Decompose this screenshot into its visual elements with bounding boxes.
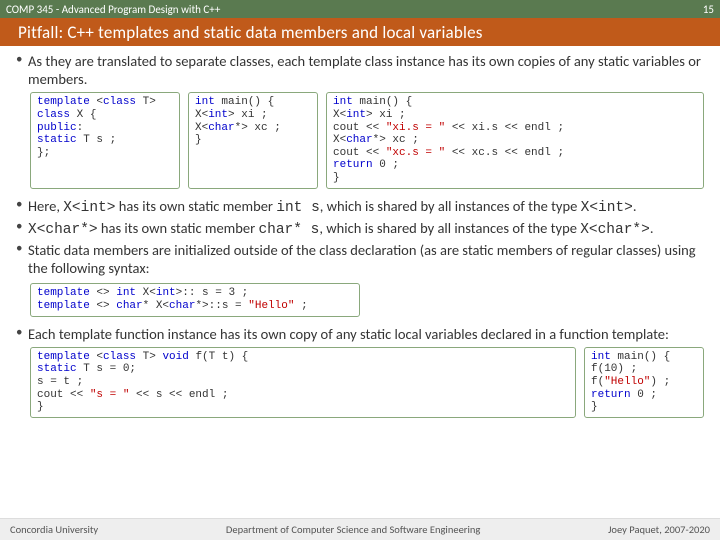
code-static-init: template <> int X<int>:: s = 3 ; templat… xyxy=(30,283,360,316)
bullet-5: • Each template function instance has it… xyxy=(16,325,704,343)
bullet-1: • As they are translated to separate cla… xyxy=(16,52,704,88)
bullet-4: • Static data members are initialized ou… xyxy=(16,241,704,277)
footer: Concordia University Department of Compu… xyxy=(0,518,720,540)
footer-right: Joey Paquet, 2007-2020 xyxy=(608,523,710,536)
code-main-short: int main() { X<int> xi ; X<char*> xc ; } xyxy=(188,92,318,188)
course-name: COMP 345 - Advanced Program Design with … xyxy=(6,3,220,16)
slide-content: • As they are translated to separate cla… xyxy=(0,46,720,418)
code-func-template: template <class T> void f(T t) { static … xyxy=(30,347,576,418)
course-header: COMP 345 - Advanced Program Design with … xyxy=(0,0,720,18)
code-class-template: template <class T> class X { public: sta… xyxy=(30,92,180,188)
bullet-3: • X<char*> has its own static member cha… xyxy=(16,219,704,239)
footer-left: Concordia University xyxy=(10,523,98,536)
slide-title: Pitfall: C++ templates and static data m… xyxy=(0,18,720,46)
footer-center: Department of Computer Science and Softw… xyxy=(226,523,480,536)
bullet-2: • Here, X<int> has its own static member… xyxy=(16,197,704,217)
code-main-long: int main() { X<int> xi ; cout << "xi.s =… xyxy=(326,92,704,188)
code-row-1: template <class T> class X { public: sta… xyxy=(30,92,704,188)
code-row-3: template <class T> void f(T t) { static … xyxy=(30,347,704,418)
code-main-func: int main() { f(10) ; f("Hello") ; return… xyxy=(584,347,704,418)
page-number: 15 xyxy=(703,3,714,16)
